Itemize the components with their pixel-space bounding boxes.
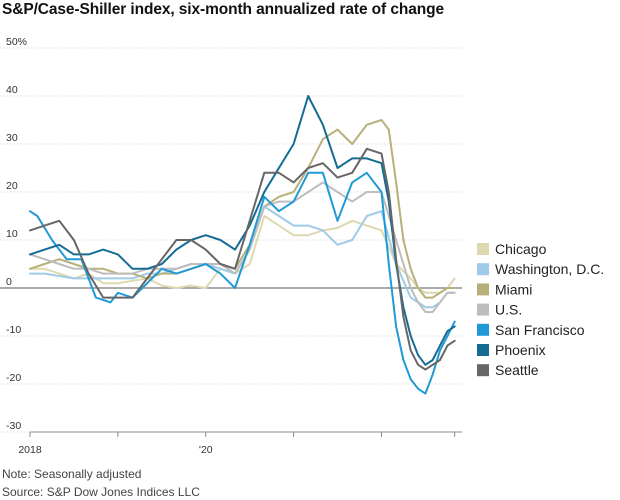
series-lines — [29, 95, 456, 395]
legend-label-miami: Miami — [495, 281, 532, 297]
legend-label-chicago: Chicago — [495, 241, 547, 257]
series-line-chicago — [29, 215, 456, 294]
y-tick-label: 50% — [6, 36, 27, 48]
legend: Chicago Washington, D.C. Miami U.S. San Fran… — [477, 241, 604, 378]
chart-title: S&P/Case-Shiller index, six-month annual… — [2, 1, 444, 18]
x-tick-label: '20 — [199, 444, 213, 456]
legend-swatch-san-francisco — [477, 323, 489, 336]
grid: 50% 40 30 20 10 0 -10 -20 -30 — [0, 36, 462, 433]
y-tick-label: -30 — [6, 420, 21, 432]
legend-label-phoenix: Phoenix — [495, 342, 546, 358]
x-tick-label: 2018 — [18, 444, 42, 456]
legend-swatch-chicago — [477, 243, 489, 255]
y-tick-label: 10 — [6, 228, 18, 240]
legend-swatch-seattle — [477, 364, 489, 377]
x-axis: 2018 '20 — [18, 431, 462, 456]
legend-label-seattle: Seattle — [495, 362, 539, 378]
y-tick-label: 20 — [6, 180, 18, 192]
legend-swatch-u-s — [477, 303, 489, 316]
legend-label-u-s: U.S. — [495, 302, 522, 318]
y-tick-label: 0 — [6, 276, 12, 288]
legend-swatch-washington-d-c — [477, 263, 489, 276]
legend-swatch-phoenix — [477, 344, 489, 356]
y-tick-label: 40 — [6, 84, 18, 96]
series-line-u-s — [29, 181, 456, 313]
series-line-miami — [29, 119, 456, 299]
series-line-phoenix — [29, 95, 456, 366]
y-tick-label: -10 — [6, 324, 21, 336]
legend-label-san-francisco: San Francisco — [495, 322, 585, 338]
chart-source: Source: S&P Dow Jones Indices LLC — [2, 485, 200, 499]
y-tick-label: -20 — [6, 372, 21, 384]
y-tick-label: 30 — [6, 132, 18, 144]
legend-swatch-miami — [477, 283, 489, 296]
chart-note: Note: Seasonally adjusted — [2, 467, 142, 481]
series-line-san-francisco — [29, 171, 456, 395]
series-line-seattle — [29, 147, 456, 371]
legend-label-washington-d-c: Washington, D.C. — [495, 261, 604, 277]
